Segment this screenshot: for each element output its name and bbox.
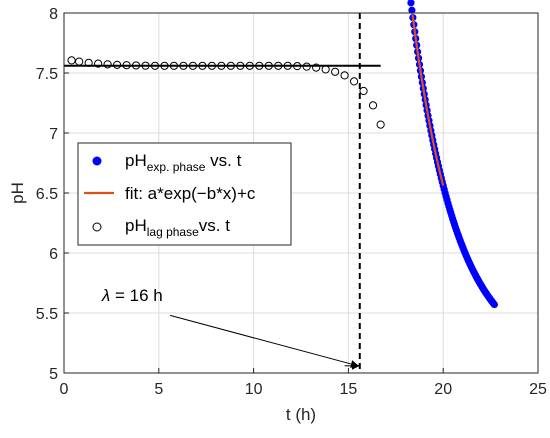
legend-marker-exp	[92, 156, 102, 166]
lag-phase-point	[255, 61, 264, 70]
x-tick-label: 10	[245, 381, 263, 398]
y-axis-label: pH	[8, 182, 27, 204]
lag-phase-point	[179, 61, 188, 70]
y-tick-label: 6	[49, 246, 58, 263]
lag-phase-point	[340, 71, 349, 80]
fit-curve	[411, 14, 445, 186]
lag-phase-point	[245, 61, 254, 70]
lag-phase-point	[141, 61, 150, 70]
lag-phase-point	[67, 56, 76, 65]
y-tick-label: 6.5	[36, 186, 58, 203]
lag-phase-point	[207, 61, 216, 70]
lag-phase-point	[131, 61, 141, 70]
legend-marker-lag	[92, 222, 102, 232]
lag-phase-point	[75, 57, 84, 66]
lag-phase-point	[160, 61, 169, 70]
annotation: λ = 16 h	[101, 286, 360, 370]
lambda-value: = 16 h	[110, 286, 162, 305]
lag-phase-point	[376, 120, 385, 129]
lag-phase-point	[331, 67, 340, 76]
x-tick-label: 20	[434, 381, 452, 398]
x-tick-label: 25	[529, 381, 547, 398]
lag-phase-point	[112, 60, 122, 69]
lag-phase-point	[321, 65, 330, 74]
legend-label-lag: pHlag phasevs. t	[125, 216, 230, 239]
exp-phase-point	[407, 0, 415, 7]
lag-phase-point	[368, 101, 378, 110]
x-tick-label: 0	[60, 381, 69, 398]
lag-phase-point	[198, 61, 207, 70]
lambda-annotation-label: λ = 16 h	[101, 286, 163, 305]
x-axis-label: t (h)	[286, 405, 316, 424]
lag-phase-point	[293, 62, 302, 71]
lag-phase-point	[84, 58, 93, 67]
y-tick-label: 5.5	[36, 306, 58, 323]
data-marks	[67, 0, 498, 309]
lag-phase-point	[283, 61, 292, 70]
lambda-symbol: λ	[101, 286, 110, 305]
legend-label-fit: fit: a*exp(−b*x)+c	[125, 184, 256, 203]
legend: pHexp. phase vs. t fit: a*exp(−b*x)+c pH…	[77, 142, 292, 246]
lag-phase-point	[359, 86, 368, 96]
lag-phase-point	[217, 61, 226, 70]
lag-phase-point	[236, 61, 245, 70]
lag-phase-point	[264, 61, 273, 70]
y-tick-label: 7.5	[36, 66, 58, 83]
lag-phase-point	[302, 62, 311, 71]
exp-phase-point	[408, 6, 416, 14]
legend-label-exp: pHexp. phase vs. t	[125, 151, 242, 174]
exp-phase-point	[490, 300, 498, 309]
y-tick-label: 7	[49, 126, 58, 143]
reference-lines	[64, 13, 381, 373]
lag-phase-point	[188, 61, 198, 70]
lag-phase-point	[122, 61, 131, 70]
lag-phase-point	[226, 61, 235, 70]
lag-phase-point	[150, 61, 160, 70]
annotation-arrow	[170, 314, 359, 368]
x-tick-label: 15	[340, 381, 358, 398]
lag-phase-point	[103, 60, 112, 69]
y-tick-label: 8	[49, 6, 58, 23]
y-tick-label: 5	[49, 366, 58, 383]
lag-phase-point	[312, 63, 321, 72]
lag-phase-point	[274, 61, 283, 70]
lag-phase-point	[169, 61, 179, 70]
lag-phase-point	[349, 77, 359, 86]
x-tick-label: 5	[154, 381, 163, 398]
lag-phase-point	[94, 59, 103, 68]
